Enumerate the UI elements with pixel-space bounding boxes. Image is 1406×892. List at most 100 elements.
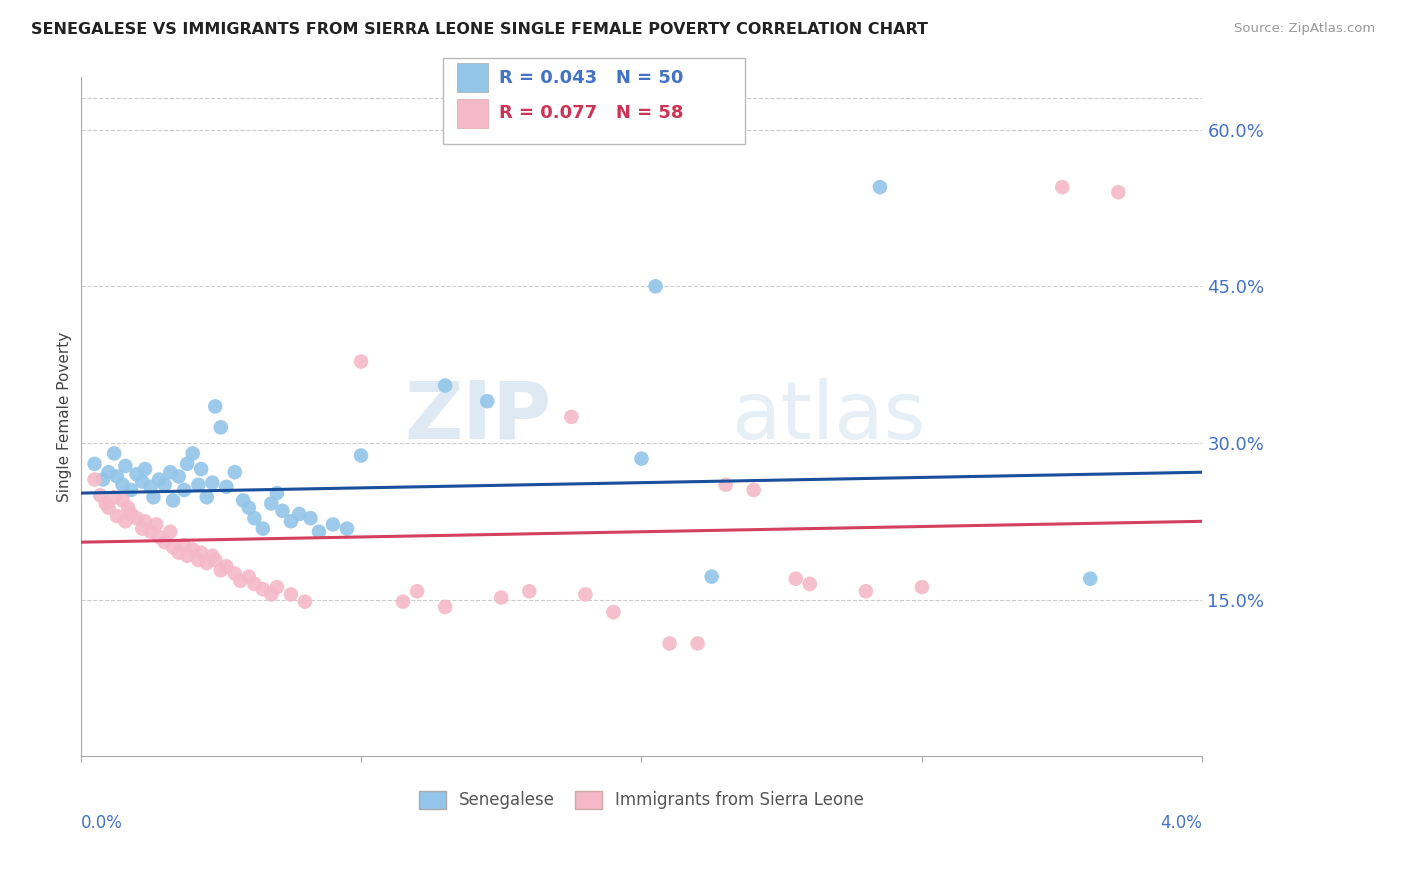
Point (260, 587, 283, 601)
Point (785, 572, 807, 586)
Point (201, 475, 224, 490)
Point (714, 477, 737, 491)
Point (114, 458, 136, 473)
Point (148, 473, 170, 487)
Point (187, 553, 209, 567)
Point (190, 546, 212, 560)
Point (1050, 180, 1073, 194)
Point (176, 457, 198, 471)
Point (644, 279, 666, 293)
Point (204, 553, 226, 567)
Point (120, 483, 142, 497)
Point (1078, 572, 1101, 586)
Point (148, 530, 170, 544)
Point (173, 538, 195, 552)
Point (142, 490, 165, 504)
Point (260, 497, 283, 511)
Text: SENEGALESE VS IMMIGRANTS FROM SIERRA LEONE SINGLE FEMALE POVERTY CORRELATION CHA: SENEGALESE VS IMMIGRANTS FROM SIERRA LEO… (31, 22, 928, 37)
Point (280, 587, 302, 601)
Point (103, 490, 125, 504)
Point (91, 473, 114, 487)
Point (97, 500, 120, 515)
Point (139, 524, 162, 539)
Point (105, 509, 128, 524)
Point (209, 420, 232, 434)
Point (215, 480, 238, 494)
Point (195, 490, 218, 504)
Point (238, 569, 260, 583)
Point (153, 477, 176, 491)
Point (117, 500, 139, 515)
Point (243, 577, 266, 591)
Point (252, 582, 274, 597)
Point (280, 514, 302, 528)
Point (602, 605, 624, 619)
Point (204, 400, 226, 414)
Text: Source: ZipAtlas.com: Source: ZipAtlas.com (1234, 22, 1375, 36)
Point (159, 465, 181, 479)
Point (120, 507, 142, 521)
Point (94, 497, 117, 511)
Text: atlas: atlas (731, 378, 925, 456)
Point (229, 574, 252, 588)
Point (574, 587, 596, 601)
Point (111, 493, 134, 508)
Text: ZIP: ZIP (405, 378, 551, 456)
Point (114, 514, 136, 528)
Point (266, 580, 288, 594)
Point (686, 636, 709, 650)
Point (187, 477, 209, 491)
Point (190, 462, 212, 476)
Point (201, 549, 224, 563)
Point (658, 636, 681, 650)
Point (406, 584, 429, 599)
Point (560, 409, 582, 424)
Point (288, 507, 311, 521)
Point (630, 451, 652, 466)
Point (700, 569, 723, 583)
Point (176, 549, 198, 563)
Point (517, 584, 540, 599)
Point (134, 462, 156, 476)
Point (105, 469, 128, 483)
Point (159, 524, 181, 539)
Point (131, 475, 153, 489)
Point (308, 524, 330, 539)
Point (392, 595, 415, 609)
Point (162, 541, 184, 555)
Point (243, 511, 266, 525)
Point (799, 577, 821, 591)
Point (350, 354, 373, 368)
Point (89, 488, 111, 502)
Text: R = 0.043   N = 50: R = 0.043 N = 50 (499, 69, 683, 87)
Point (125, 511, 148, 525)
Point (173, 483, 195, 497)
Point (181, 542, 204, 557)
Point (238, 500, 260, 515)
Point (742, 483, 765, 497)
Point (232, 493, 254, 508)
Text: R = 0.077   N = 58: R = 0.077 N = 58 (499, 104, 683, 122)
Point (294, 595, 316, 609)
Point (477, 394, 499, 409)
Point (162, 493, 184, 508)
Point (153, 535, 176, 549)
Point (83, 473, 105, 487)
Point (97, 465, 120, 479)
Point (209, 563, 232, 577)
Point (271, 504, 294, 518)
Point (1107, 186, 1129, 200)
Point (103, 446, 125, 460)
Text: 4.0%: 4.0% (1160, 814, 1202, 831)
Point (434, 378, 457, 392)
Text: 0.0%: 0.0% (80, 814, 122, 831)
Point (855, 584, 877, 599)
Point (322, 517, 344, 532)
Point (350, 449, 373, 463)
Point (434, 599, 457, 614)
Point (215, 559, 238, 574)
Point (145, 517, 167, 532)
Legend: Senegalese, Immigrants from Sierra Leone: Senegalese, Immigrants from Sierra Leone (412, 784, 870, 816)
Point (125, 467, 148, 482)
Point (336, 522, 359, 536)
